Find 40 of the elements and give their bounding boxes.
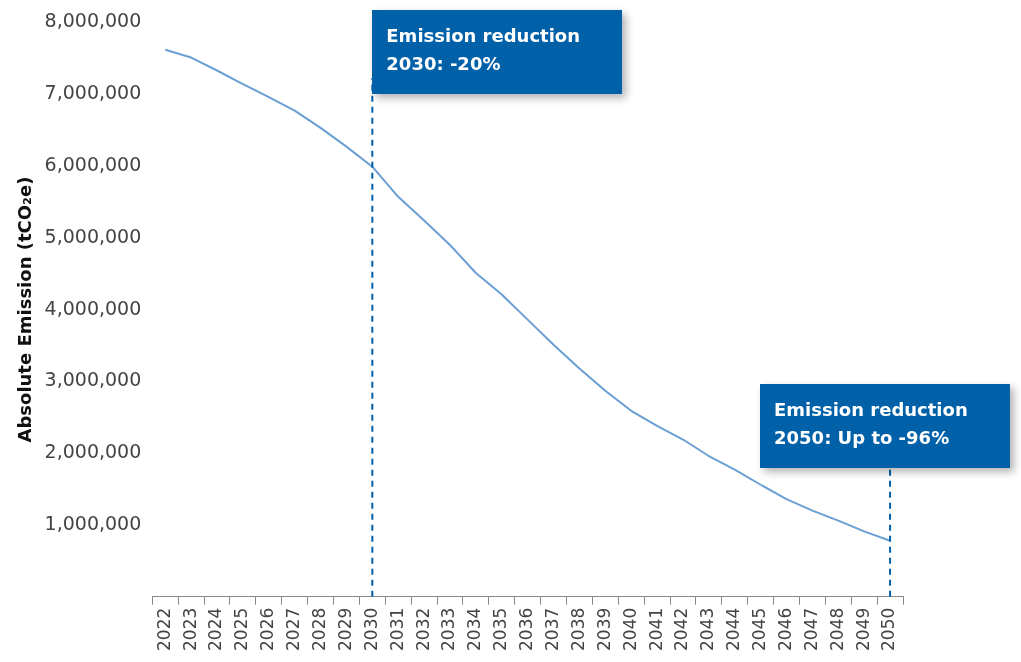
x-tick-label: 2040	[619, 607, 640, 651]
x-tick-label: 2048	[826, 607, 847, 651]
y-tick-label: 8,000,000	[44, 9, 142, 32]
x-tick-label: 2047	[800, 607, 821, 651]
ref-line-label: Emission reduction 2050: Up to -96%	[760, 384, 1011, 469]
x-tick-label: 2023	[179, 607, 200, 651]
y-axis-title: Absolute Emission (tCO₂e)	[14, 176, 36, 443]
x-tick-label: 2026	[257, 607, 278, 651]
x-tick-label: 2029	[334, 607, 355, 651]
y-tick-label: 5,000,000	[44, 224, 142, 247]
x-tick-label: 2038	[567, 607, 588, 651]
x-tick-label: 2034	[464, 607, 485, 651]
x-tick-label: 2032	[412, 607, 433, 651]
x-tick-label: 2027	[283, 607, 304, 651]
x-tick-label: 2024	[205, 607, 226, 651]
x-tick-label: 2028	[308, 607, 329, 651]
x-tick-label: 2037	[541, 607, 562, 651]
x-tick-label: 2035	[490, 607, 511, 651]
x-tick-label: 2041	[645, 607, 666, 651]
x-tick-label: 2045	[749, 607, 770, 651]
x-tick-label: 2046	[774, 607, 795, 651]
y-tick-label: 6,000,000	[44, 152, 142, 175]
y-tick-label: 1,000,000	[44, 511, 142, 534]
x-tick-label: 2042	[671, 607, 692, 651]
x-tick-label: 2033	[438, 607, 459, 651]
x-tick-label: 2049	[852, 607, 873, 651]
ref-line-label: Emission reduction 2030: -20%	[372, 10, 623, 94]
x-tick-label: 2050	[878, 607, 899, 651]
x-tick-label: 2043	[697, 607, 718, 651]
x-tick-label: 2025	[231, 607, 252, 651]
y-tick-label: 2,000,000	[44, 440, 142, 463]
x-tick-label: 2044	[723, 607, 744, 651]
x-tick-label: 2036	[516, 607, 537, 651]
x-tick-label: 2022	[153, 607, 174, 651]
y-tick-label: 3,000,000	[44, 368, 142, 391]
x-tick-label: 2030	[360, 607, 381, 651]
y-tick-label: 4,000,000	[44, 296, 142, 319]
x-tick-label: 2039	[593, 607, 614, 651]
y-tick-label: 7,000,000	[44, 81, 142, 104]
x-tick-label: 2031	[386, 607, 407, 651]
